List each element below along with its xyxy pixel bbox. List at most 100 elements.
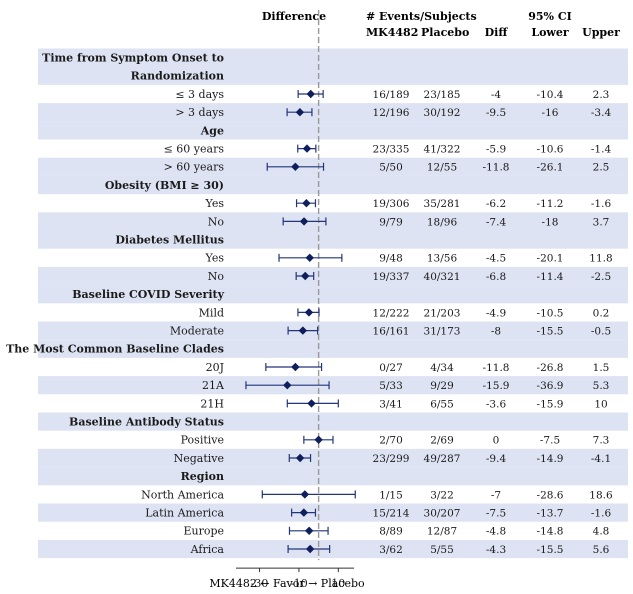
placebo-events: 2/69 bbox=[430, 435, 454, 447]
ci-lower-value: -28.6 bbox=[537, 489, 564, 501]
group-band bbox=[38, 339, 628, 358]
mk-events: 16/189 bbox=[373, 89, 410, 101]
diff-value: -7.5 bbox=[486, 508, 506, 520]
row-label: Latin America bbox=[145, 507, 224, 520]
ci-upper-value: 10 bbox=[594, 398, 607, 410]
mk-events: 2/70 bbox=[379, 435, 403, 447]
row-label: Europe bbox=[183, 525, 224, 538]
mk-events: 15/214 bbox=[373, 508, 410, 520]
diff-value: -4 bbox=[491, 89, 502, 101]
row-label: 21H bbox=[200, 397, 224, 410]
row-label: Yes bbox=[205, 197, 225, 210]
placebo-events: 35/281 bbox=[424, 198, 461, 210]
mk-events: 19/306 bbox=[373, 198, 410, 210]
ci-lower-value: -14.9 bbox=[537, 453, 564, 465]
row-band bbox=[38, 448, 628, 468]
ci-upper-value: -1.6 bbox=[591, 198, 612, 210]
ci-upper-value: 2.5 bbox=[593, 162, 610, 174]
group-title: Age bbox=[200, 124, 224, 137]
group-title: Time from Symptom Onset to bbox=[42, 52, 224, 65]
ci-lower-value: -20.1 bbox=[537, 253, 564, 265]
diff-value: -7 bbox=[491, 489, 501, 501]
estimate-marker bbox=[299, 508, 309, 517]
group-title: Randomization bbox=[131, 70, 224, 83]
group-title: Obesity (BMI ≥ 30) bbox=[105, 179, 224, 192]
x-tick-label: -10 bbox=[290, 577, 308, 590]
placebo-events: 30/207 bbox=[424, 508, 461, 520]
diff-value: -8 bbox=[491, 326, 501, 338]
group-title: The Most Common Baseline Clades bbox=[6, 343, 224, 356]
placebo-events: 9/29 bbox=[430, 380, 454, 392]
estimate-marker bbox=[304, 308, 314, 317]
placebo-events: 23/185 bbox=[424, 89, 461, 101]
placebo-events: 13/56 bbox=[427, 253, 458, 265]
placebo-events: 31/173 bbox=[424, 326, 461, 338]
diff-value: -6.2 bbox=[486, 198, 506, 210]
mk-events: 0/27 bbox=[379, 362, 403, 374]
diff-value: -9.4 bbox=[486, 453, 507, 465]
diff-value: -4.9 bbox=[486, 307, 506, 319]
header-events-subjects: # Events/Subjects bbox=[366, 10, 477, 23]
ci-upper-value: 4.8 bbox=[593, 526, 610, 538]
header-placebo: Placebo bbox=[421, 26, 469, 39]
diff-value: -5.9 bbox=[486, 144, 506, 156]
row-label: Mild bbox=[199, 306, 224, 319]
estimate-marker bbox=[307, 399, 316, 408]
ci-lower-value: -10.6 bbox=[537, 144, 564, 156]
mk-events: 8/89 bbox=[379, 526, 403, 538]
estimate-marker bbox=[301, 271, 310, 281]
axis-caption: MK4482 ← Favor → Placebo bbox=[209, 577, 365, 590]
group-band bbox=[38, 412, 628, 431]
group-title: Diabetes Mellitus bbox=[115, 234, 224, 247]
ci-lower-value: -36.9 bbox=[537, 380, 564, 392]
ci-lower-value: -13.7 bbox=[537, 508, 564, 520]
group-band bbox=[38, 285, 628, 304]
estimate-marker bbox=[299, 217, 309, 226]
estimate-marker bbox=[302, 199, 311, 208]
header-diff: Diff bbox=[485, 26, 509, 39]
row-label: ≤ 60 years bbox=[164, 143, 225, 156]
forest-rows: Time from Symptom Onset to Randomization ≤… bbox=[6, 52, 613, 556]
ci-upper-value: -3.4 bbox=[591, 107, 612, 119]
ci-upper-value: 0.2 bbox=[593, 307, 610, 319]
mk-events: 12/222 bbox=[373, 307, 410, 319]
placebo-events: 40/321 bbox=[424, 271, 461, 283]
mk-events: 5/50 bbox=[379, 162, 403, 174]
row-band bbox=[38, 503, 628, 522]
ci-upper-value: 18.6 bbox=[589, 489, 613, 501]
placebo-events: 49/287 bbox=[424, 453, 461, 465]
group-title: Baseline COVID Severity bbox=[72, 288, 224, 301]
placebo-events: 12/55 bbox=[427, 162, 457, 174]
ci-lower-value: -10.5 bbox=[537, 307, 564, 319]
row-label: No bbox=[208, 215, 225, 228]
diff-value: -11.8 bbox=[483, 362, 510, 374]
mk-events: 23/335 bbox=[373, 144, 410, 156]
mk-events: 9/48 bbox=[379, 253, 403, 265]
estimate-marker bbox=[304, 526, 314, 535]
row-band bbox=[38, 103, 628, 122]
row-label: Negative bbox=[174, 452, 224, 465]
x-tick-label: -30 bbox=[251, 577, 269, 590]
ci-upper-value: 2.3 bbox=[593, 89, 610, 101]
row-label: ≤ 3 days bbox=[175, 88, 224, 101]
ci-upper-value: 3.7 bbox=[593, 216, 610, 228]
estimate-marker bbox=[291, 362, 300, 372]
ci-lower-value: -16 bbox=[542, 107, 559, 119]
header-ci: 95% CI bbox=[528, 10, 572, 23]
row-label: Africa bbox=[190, 543, 225, 556]
ci-upper-value: 11.8 bbox=[589, 253, 612, 265]
diff-value: -3.6 bbox=[486, 398, 507, 410]
mk-events: 12/196 bbox=[373, 107, 410, 119]
ci-upper-value: 7.3 bbox=[593, 435, 610, 447]
diff-value: -4.5 bbox=[486, 253, 506, 265]
estimate-marker bbox=[305, 253, 314, 262]
ci-upper-value: 1.5 bbox=[593, 362, 610, 374]
diff-value: -6.8 bbox=[486, 271, 506, 283]
ci-lower-value: -26.8 bbox=[537, 362, 564, 374]
diff-value: -11.8 bbox=[483, 162, 510, 174]
row-label: No bbox=[208, 270, 225, 283]
placebo-events: 41/322 bbox=[424, 144, 461, 156]
row-band bbox=[38, 321, 628, 340]
mk-events: 3/62 bbox=[379, 544, 403, 556]
row-band bbox=[38, 212, 628, 231]
